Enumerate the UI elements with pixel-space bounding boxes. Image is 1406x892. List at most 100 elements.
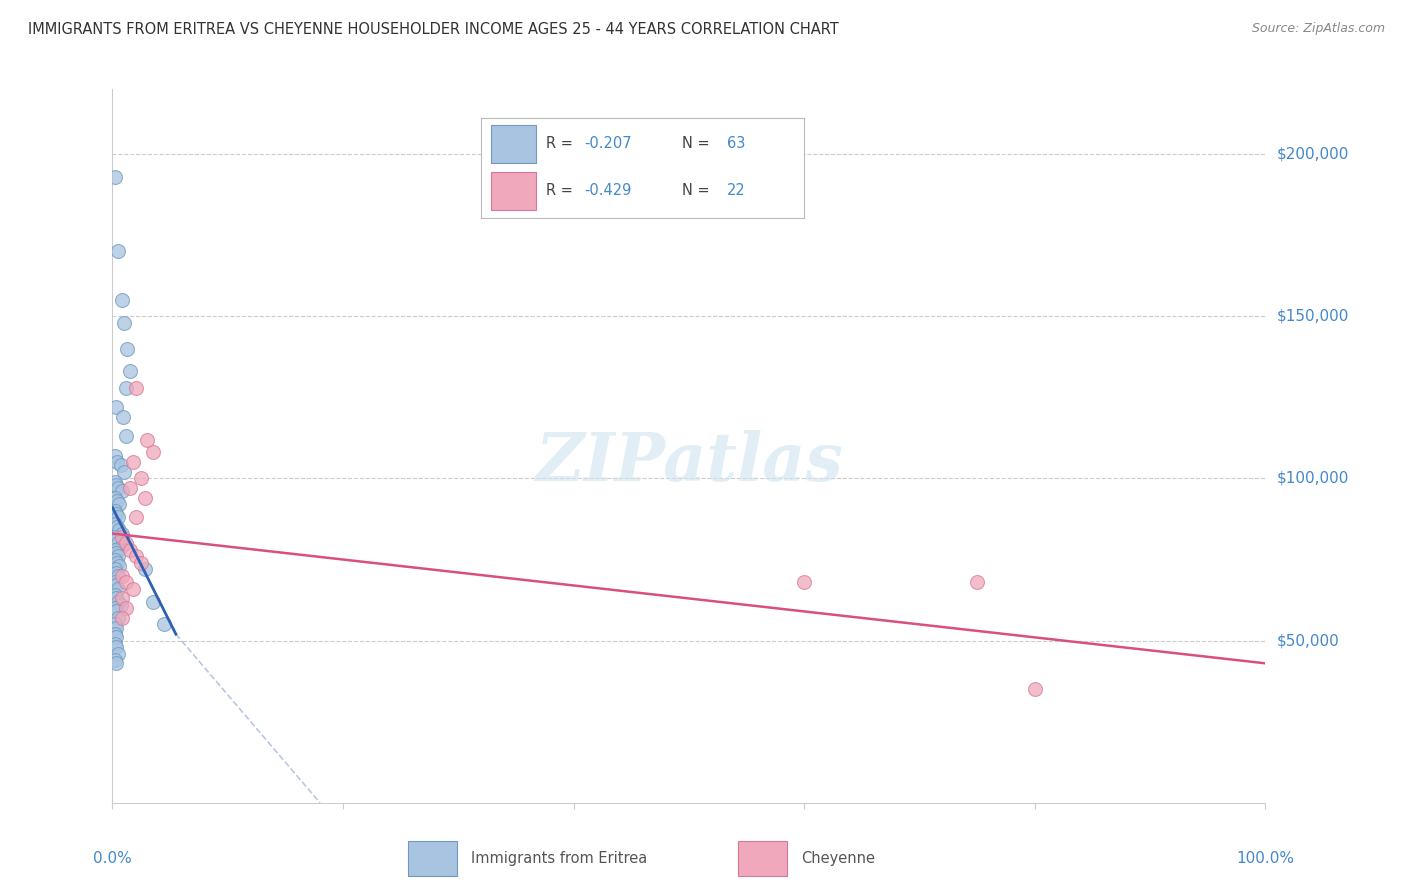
- Text: Immigrants from Eritrea: Immigrants from Eritrea: [471, 851, 647, 866]
- Point: [104, 566, 127, 580]
- Point: [115, 536, 138, 550]
- Point: [104, 575, 127, 590]
- Point: [108, 559, 131, 574]
- Point: [966, 575, 988, 590]
- Point: [136, 433, 159, 447]
- Text: 63: 63: [727, 136, 745, 152]
- Text: N =: N =: [682, 136, 714, 152]
- Point: [104, 640, 127, 654]
- Point: [107, 536, 129, 550]
- Point: [104, 601, 127, 615]
- Point: [129, 556, 153, 570]
- Point: [104, 578, 127, 592]
- Point: [108, 524, 131, 538]
- Point: [104, 169, 127, 184]
- Point: [111, 611, 134, 625]
- Point: [104, 449, 127, 463]
- Point: [104, 491, 127, 505]
- Point: [107, 481, 129, 495]
- Point: [111, 484, 134, 499]
- Point: [129, 471, 153, 485]
- Point: [107, 510, 129, 524]
- Point: [104, 542, 127, 557]
- Point: [104, 627, 127, 641]
- Point: [110, 598, 132, 612]
- Point: [122, 455, 145, 469]
- Point: [134, 491, 156, 505]
- Point: [124, 510, 146, 524]
- Point: [110, 458, 132, 473]
- Point: [104, 475, 127, 489]
- Point: [111, 293, 134, 307]
- Point: [104, 631, 127, 645]
- Point: [104, 657, 127, 671]
- Text: Source: ZipAtlas.com: Source: ZipAtlas.com: [1251, 22, 1385, 36]
- Text: $100,000: $100,000: [1277, 471, 1350, 486]
- Point: [110, 540, 132, 554]
- Point: [107, 595, 129, 609]
- Point: [104, 516, 127, 531]
- Point: [153, 617, 176, 632]
- Point: [112, 465, 135, 479]
- Point: [108, 497, 131, 511]
- Point: [112, 316, 135, 330]
- Text: R =: R =: [546, 136, 578, 152]
- Point: [122, 582, 145, 596]
- Point: [104, 478, 127, 492]
- Point: [107, 647, 129, 661]
- Bar: [738, 841, 787, 876]
- Text: 0.0%: 0.0%: [93, 852, 132, 866]
- Point: [111, 568, 134, 582]
- Point: [105, 494, 128, 508]
- Point: [124, 381, 146, 395]
- Point: [104, 617, 127, 632]
- Bar: [491, 125, 536, 162]
- Text: Cheyenne: Cheyenne: [801, 851, 876, 866]
- Point: [104, 653, 127, 667]
- Point: [115, 601, 138, 615]
- Point: [111, 409, 134, 424]
- Text: N =: N =: [682, 183, 714, 198]
- Text: -0.207: -0.207: [585, 136, 633, 152]
- Point: [111, 591, 134, 606]
- Bar: [408, 841, 457, 876]
- Point: [105, 455, 128, 469]
- Point: [118, 542, 141, 557]
- Point: [104, 533, 127, 547]
- Text: 22: 22: [727, 183, 745, 198]
- Point: [115, 429, 138, 443]
- Text: IMMIGRANTS FROM ERITREA VS CHEYENNE HOUSEHOLDER INCOME AGES 25 - 44 YEARS CORREL: IMMIGRANTS FROM ERITREA VS CHEYENNE HOUS…: [28, 22, 839, 37]
- Text: $50,000: $50,000: [1277, 633, 1340, 648]
- Point: [115, 575, 138, 590]
- Point: [104, 546, 127, 560]
- Text: ZIPatlas: ZIPatlas: [536, 430, 842, 495]
- Point: [104, 400, 127, 414]
- Point: [104, 507, 127, 521]
- Text: 100.0%: 100.0%: [1236, 852, 1295, 866]
- Point: [118, 481, 141, 495]
- Text: -0.429: -0.429: [585, 183, 633, 198]
- Point: [104, 604, 127, 618]
- Point: [104, 588, 127, 602]
- Point: [104, 504, 127, 518]
- Point: [107, 611, 129, 625]
- Point: [104, 562, 127, 576]
- Point: [105, 520, 128, 534]
- Point: [104, 621, 127, 635]
- Point: [104, 591, 127, 606]
- Text: $150,000: $150,000: [1277, 309, 1350, 324]
- Point: [142, 595, 165, 609]
- Point: [117, 342, 139, 356]
- Point: [104, 552, 127, 566]
- Point: [107, 244, 129, 259]
- Text: $200,000: $200,000: [1277, 146, 1350, 161]
- Point: [142, 445, 165, 459]
- Point: [104, 637, 127, 651]
- Point: [115, 381, 138, 395]
- Point: [793, 575, 815, 590]
- Point: [111, 526, 134, 541]
- Point: [118, 364, 141, 378]
- Point: [107, 582, 129, 596]
- Point: [107, 549, 129, 564]
- Point: [124, 549, 146, 564]
